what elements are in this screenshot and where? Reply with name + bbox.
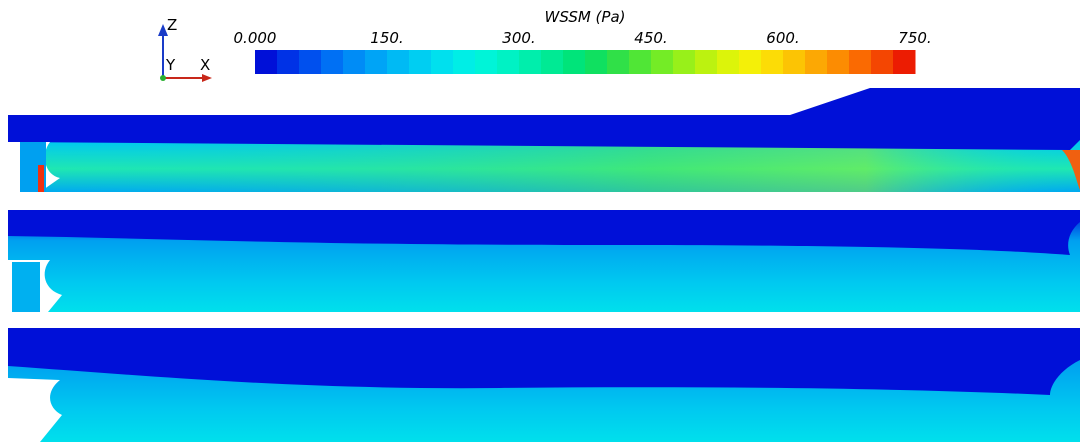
colorbar-segment bbox=[541, 50, 564, 74]
colorbar-segment bbox=[585, 50, 608, 74]
colorbar-segment bbox=[343, 50, 366, 74]
colorbar-segment bbox=[387, 50, 410, 74]
hull-view-1 bbox=[8, 88, 1080, 192]
hull-view-2 bbox=[8, 210, 1080, 312]
colorbar-tick-label: 750. bbox=[898, 29, 931, 47]
y-axis-dot bbox=[160, 75, 166, 81]
rudder-edge bbox=[38, 165, 44, 192]
colorbar-segment bbox=[695, 50, 718, 74]
colorbar-tick-label: 150. bbox=[370, 29, 403, 47]
colorbar-segment bbox=[717, 50, 740, 74]
colorbar-segment bbox=[607, 50, 630, 74]
colorbar-segment bbox=[827, 50, 850, 74]
colorbar-segment bbox=[783, 50, 806, 74]
colorbar-segment bbox=[673, 50, 696, 74]
colorbar-tick-label: 300. bbox=[502, 29, 535, 47]
z-arrowhead bbox=[158, 24, 168, 36]
colorbar-segment bbox=[321, 50, 344, 74]
x-label: X bbox=[200, 56, 210, 74]
axis-triad: Z Y X bbox=[158, 16, 212, 82]
rudder bbox=[12, 262, 40, 312]
colorbar-segment bbox=[519, 50, 542, 74]
colorbar-tick-label: 450. bbox=[634, 29, 667, 47]
colorbar-segment bbox=[255, 50, 278, 74]
colorbar-tick-label: 0.000 bbox=[234, 29, 277, 47]
colorbar-segment bbox=[893, 50, 916, 74]
hull-upper bbox=[8, 328, 1080, 395]
hull-upper bbox=[8, 88, 1080, 150]
colorbar-segment bbox=[629, 50, 652, 74]
colorbar-segment bbox=[277, 50, 300, 74]
colorbar-segment bbox=[651, 50, 674, 74]
x-arrowhead bbox=[202, 74, 212, 82]
colorbar-segment bbox=[761, 50, 784, 74]
colorbar-segment bbox=[431, 50, 454, 74]
colorbar-segment bbox=[563, 50, 586, 74]
bow-edge bbox=[1062, 150, 1080, 190]
colorbar-segment bbox=[739, 50, 762, 74]
colorbar-segment bbox=[365, 50, 388, 74]
y-label: Y bbox=[165, 56, 176, 74]
colorbar-segment bbox=[497, 50, 520, 74]
hull-view-3 bbox=[8, 328, 1080, 442]
colorbar-segment bbox=[849, 50, 872, 74]
hull-upper bbox=[8, 210, 1080, 255]
colorbar-segment bbox=[453, 50, 476, 74]
colorbar-segment bbox=[299, 50, 322, 74]
colorbar: 0.000 150. 300. 450. 600. 750. bbox=[234, 29, 932, 74]
colorbar-segment bbox=[475, 50, 498, 74]
colorbar-segment bbox=[409, 50, 432, 74]
stern-cutout bbox=[8, 378, 62, 442]
colorbar-title: WSSM (Pa) bbox=[545, 8, 626, 26]
colorbar-tick-label: 600. bbox=[766, 29, 799, 47]
colorbar-segment bbox=[871, 50, 894, 74]
colorbar-segment bbox=[805, 50, 828, 74]
z-label: Z bbox=[167, 16, 177, 34]
